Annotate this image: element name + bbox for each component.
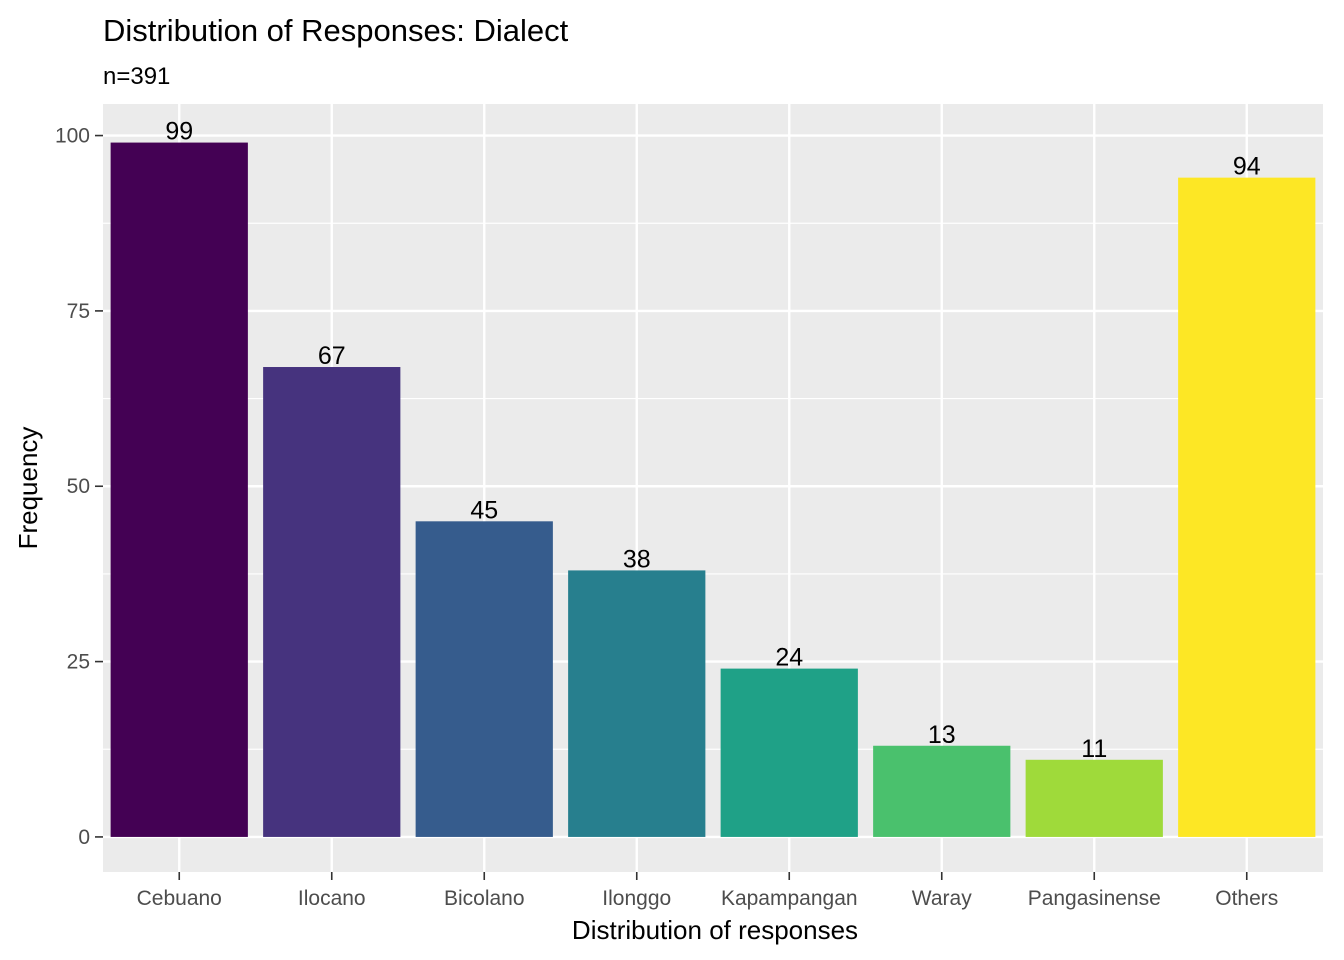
data-label-waray: 13 bbox=[928, 721, 956, 749]
data-label-others: 94 bbox=[1233, 153, 1261, 181]
data-labels: 99 67 45 38 24 13 11 94 bbox=[165, 118, 1260, 763]
data-label-ilonggo: 38 bbox=[623, 545, 651, 573]
y-axis: 0 25 50 75 100 bbox=[55, 125, 103, 849]
bar-pangasinense bbox=[1025, 759, 1163, 837]
bar-others bbox=[1178, 177, 1316, 837]
data-label-kapampangan: 24 bbox=[775, 644, 803, 672]
bars bbox=[110, 142, 1316, 837]
bar-ilocano bbox=[263, 367, 401, 837]
chart-title: Distribution of Responses: Dialect bbox=[103, 13, 569, 48]
bar-cebuano bbox=[110, 142, 248, 837]
x-tick-label-ilocano: Ilocano bbox=[298, 887, 366, 910]
y-tick-label: 100 bbox=[55, 125, 90, 148]
y-axis-title: Frequency bbox=[13, 427, 43, 550]
x-tick-label-ilonggo: Ilonggo bbox=[602, 887, 671, 910]
bar-bicolano bbox=[415, 521, 553, 837]
data-label-pangasinense: 11 bbox=[1081, 735, 1107, 763]
bar-waray bbox=[873, 745, 1011, 837]
data-label-bicolano: 45 bbox=[470, 496, 498, 524]
bar-kapampangan bbox=[720, 668, 858, 837]
y-tick-label: 0 bbox=[78, 826, 90, 849]
x-axis: Cebuano Ilocano Bicolano Ilonggo Kapampangan… bbox=[137, 872, 1278, 910]
x-tick-label-kapampangan: Kapampangan bbox=[721, 887, 858, 910]
x-tick-label-cebuano: Cebuano bbox=[137, 887, 222, 910]
x-tick-label-bicolano: Bicolano bbox=[444, 887, 525, 910]
bar-ilonggo bbox=[568, 570, 706, 837]
y-tick-label: 75 bbox=[67, 300, 90, 323]
x-tick-label-others: Others bbox=[1215, 887, 1278, 910]
data-label-cebuano: 99 bbox=[165, 118, 193, 146]
data-label-ilocano: 67 bbox=[318, 342, 346, 370]
x-tick-label-waray: Waray bbox=[912, 887, 972, 910]
y-tick-label: 25 bbox=[67, 651, 90, 674]
y-tick-label: 50 bbox=[67, 475, 90, 498]
x-tick-label-pangasinense: Pangasinense bbox=[1028, 887, 1161, 910]
chart-subtitle: n=391 bbox=[103, 63, 170, 90]
x-axis-title: Distribution of responses bbox=[572, 915, 858, 945]
